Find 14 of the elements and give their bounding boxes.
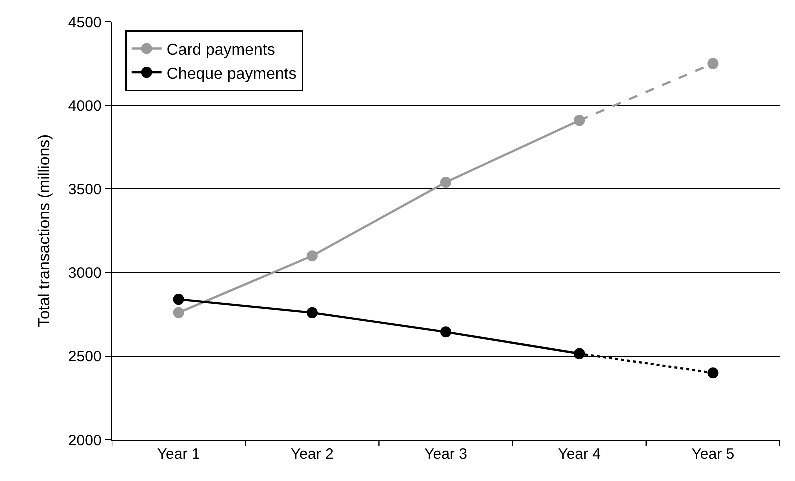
- x-tick-label: Year 2: [290, 446, 334, 464]
- legend-label: Cheque payments: [166, 66, 297, 83]
- y-tick-label: 4500: [68, 14, 102, 32]
- x-tick-label: Year 4: [558, 446, 602, 464]
- y-tick-label: 3000: [68, 265, 102, 282]
- y-tick-label: 2500: [68, 348, 102, 366]
- legend-label: Card payments: [166, 42, 276, 59]
- y-tick-label: 2000: [68, 432, 102, 450]
- x-tick-label: Year 1: [157, 446, 200, 464]
- y-axis-title: Total transactions (millions): [36, 134, 54, 328]
- x-tick-label: Year 3: [424, 446, 468, 464]
- y-tick-label: 4000: [68, 98, 102, 115]
- y-tick-label: 3500: [68, 181, 102, 198]
- x-tick-label: Year 5: [692, 446, 735, 464]
